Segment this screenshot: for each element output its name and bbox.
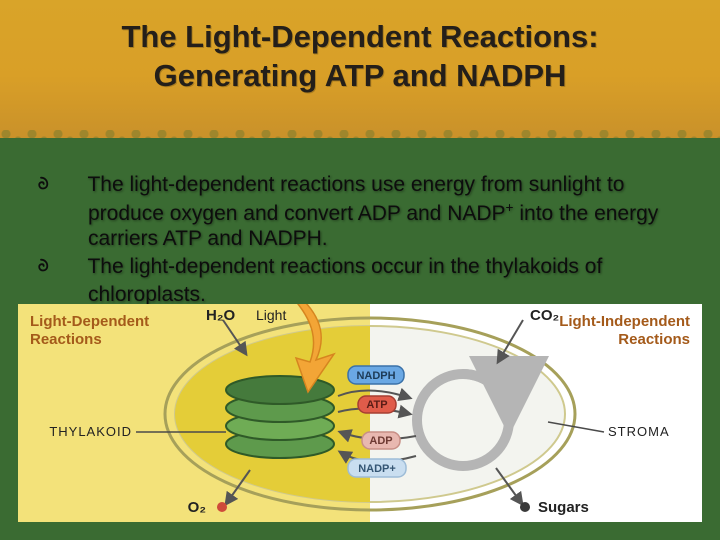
- adp-pill: ADP: [362, 432, 400, 449]
- label-left-header-1: Light-Dependent: [30, 313, 149, 330]
- label-sugars: Sugars: [538, 499, 589, 516]
- title-line1: The Light-Dependent Reactions:: [121, 19, 598, 54]
- bullet-2: The light-dependent reactions occur in t…: [60, 254, 664, 307]
- label-thylakoid: THYLAKOID: [49, 424, 132, 439]
- svg-text:ADP: ADP: [369, 435, 392, 447]
- slide-header: The Light-Dependent Reactions: Generatin…: [0, 0, 720, 138]
- label-right-header-2: Reactions: [618, 331, 690, 348]
- label-left-header-2: Reactions: [30, 331, 102, 348]
- slide-title: The Light-Dependent Reactions: Generatin…: [20, 18, 700, 96]
- swirl-icon: [60, 255, 82, 282]
- atp-pill: ATP: [358, 396, 396, 413]
- swirl-icon: [60, 173, 82, 200]
- bullet-1-sup: +: [506, 200, 514, 215]
- title-line2: Generating ATP and NADPH: [154, 58, 567, 93]
- bullet-2-text: The light-dependent reactions occur in t…: [87, 255, 602, 306]
- svg-text:ATP: ATP: [366, 399, 387, 411]
- label-h2o: H₂O: [206, 307, 235, 324]
- thylakoid-stack: [226, 376, 334, 458]
- bullet-1: The light-dependent reactions use energy…: [60, 172, 664, 252]
- svg-text:NADPH: NADPH: [356, 370, 395, 382]
- svg-text:NADP+: NADP+: [358, 463, 396, 475]
- label-light: Light: [256, 307, 286, 323]
- nadp-pill: NADP+: [348, 459, 406, 477]
- label-o2: O₂: [188, 499, 206, 516]
- sugar-dot: [520, 502, 530, 512]
- slide-body: The light-dependent reactions use energy…: [0, 138, 720, 321]
- chloroplast-diagram: NADPH ATP ADP NADP+ Light-Dependent Reac…: [18, 304, 702, 522]
- label-co2: CO₂: [530, 307, 559, 324]
- label-stroma: STROMA: [608, 424, 670, 439]
- label-right-header-1: Light-Independent: [559, 313, 690, 330]
- nadph-pill: NADPH: [348, 366, 404, 384]
- o2-dot: [217, 502, 227, 512]
